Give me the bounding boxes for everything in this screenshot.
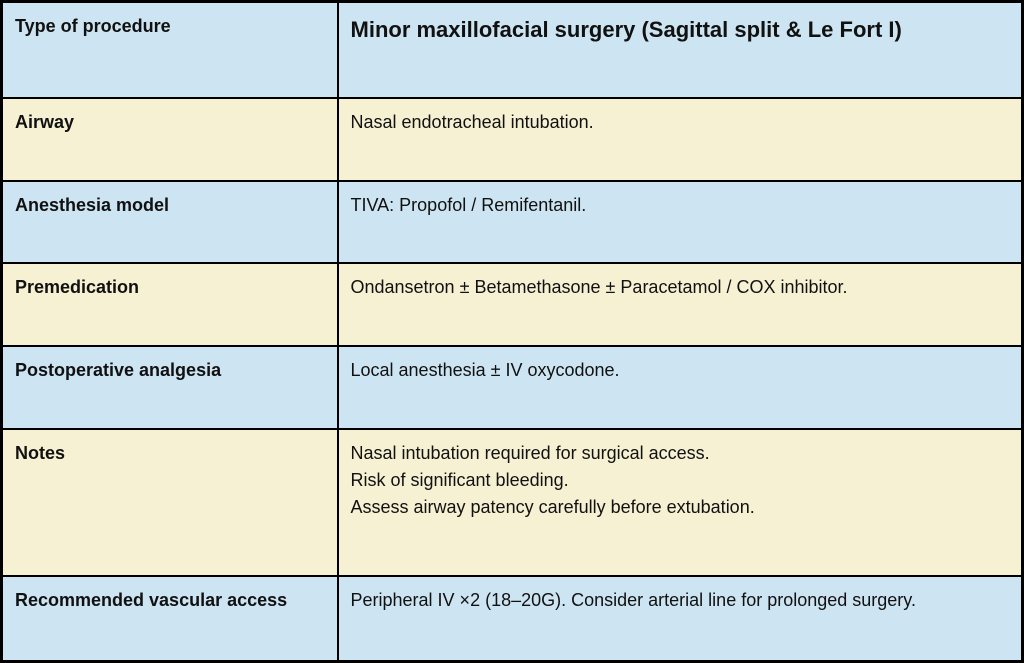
airway-value: Nasal endotracheal intubation.: [336, 96, 1024, 183]
row-label-postoperative-analgesia: Postoperative analgesia: [0, 344, 339, 430]
table-row-type-of-procedure: Type of procedure Minor maxillofacial su…: [0, 0, 1024, 99]
row-label-notes: Notes: [0, 427, 339, 578]
postoperative-analgesia-value: Local anesthesia ± IV oxycodone.: [336, 344, 1024, 430]
row-label-premedication: Premedication: [0, 262, 339, 347]
table-row-notes: Notes Nasal intubation required for surg…: [0, 427, 1024, 578]
row-label-type-of-procedure: Type of procedure: [0, 0, 339, 99]
premedication-value: Ondansetron ± Betamethasone ± Paracetamo…: [336, 262, 1024, 347]
row-label-airway: Airway: [0, 96, 339, 183]
table-row-airway: Airway Nasal endotracheal intubation.: [0, 96, 1024, 183]
table-row-anesthesia-model: Anesthesia model TIVA: Propofol / Remife…: [0, 180, 1024, 265]
row-label-recommended-vascular-access: Recommended vascular access: [0, 575, 339, 663]
procedure-title: Minor maxillofacial surgery (Sagittal sp…: [336, 0, 1024, 99]
row-label-anesthesia-model: Anesthesia model: [0, 180, 339, 265]
notes-value: Nasal intubation required for surgical a…: [336, 427, 1024, 578]
table-row-postoperative-analgesia: Postoperative analgesia Local anesthesia…: [0, 344, 1024, 430]
table-row-recommended-vascular-access: Recommended vascular access Peripheral I…: [0, 575, 1024, 663]
anesthesia-model-value: TIVA: Propofol / Remifentanil.: [336, 180, 1024, 265]
table-row-premedication: Premedication Ondansetron ± Betamethason…: [0, 262, 1024, 347]
vascular-access-value: Peripheral IV ×2 (18–20G). Consider arte…: [336, 575, 1024, 663]
